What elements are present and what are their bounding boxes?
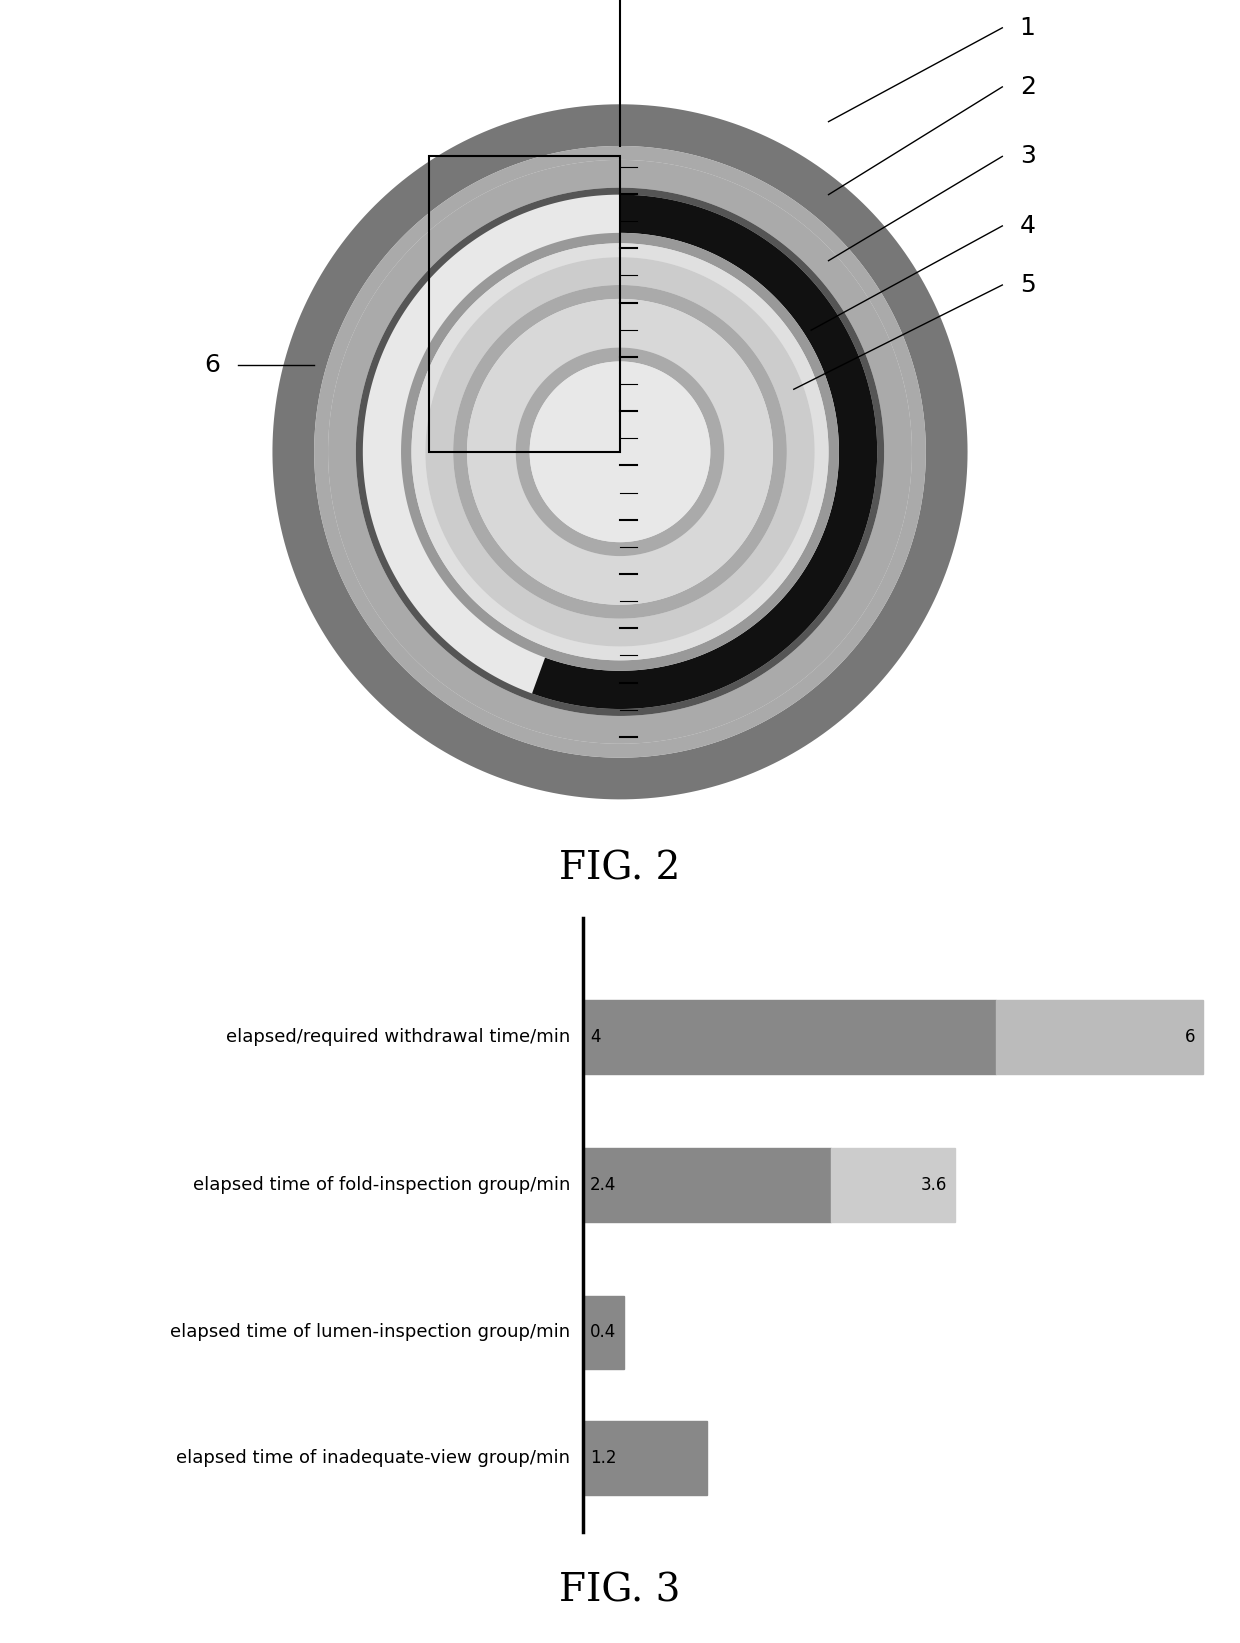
Text: 4: 4 (590, 1029, 600, 1045)
Bar (583, 999, 996, 1075)
Text: 0.4: 0.4 (590, 1324, 616, 1341)
Text: FIG. 2: FIG. 2 (559, 851, 681, 887)
Polygon shape (401, 233, 839, 670)
Text: elapsed time of fold-inspection group/min: elapsed time of fold-inspection group/mi… (193, 1176, 570, 1193)
Bar (583, 1295, 624, 1370)
Polygon shape (467, 299, 773, 605)
Text: 3.6: 3.6 (921, 1176, 947, 1193)
Polygon shape (453, 284, 787, 619)
Text: 6: 6 (1185, 1029, 1195, 1045)
Text: 2.4: 2.4 (590, 1176, 616, 1193)
Text: elapsed time of lumen-inspection group/min: elapsed time of lumen-inspection group/m… (170, 1324, 570, 1341)
Text: elapsed/required withdrawal time/min: elapsed/required withdrawal time/min (226, 1029, 570, 1045)
Bar (583, 1147, 831, 1222)
Bar (831, 1147, 955, 1222)
Polygon shape (314, 146, 926, 757)
Text: elapsed time of inadequate-view group/min: elapsed time of inadequate-view group/mi… (176, 1449, 570, 1467)
Polygon shape (529, 361, 711, 542)
Text: FIG. 3: FIG. 3 (559, 1572, 681, 1610)
Bar (429, 156, 620, 452)
Polygon shape (329, 159, 911, 744)
Text: 4: 4 (1019, 214, 1035, 238)
Polygon shape (314, 146, 926, 757)
Text: 1.2: 1.2 (590, 1449, 616, 1467)
Polygon shape (273, 104, 967, 800)
Text: 1: 1 (1019, 16, 1035, 39)
Polygon shape (425, 258, 815, 646)
Text: 3: 3 (1019, 145, 1035, 168)
Polygon shape (532, 194, 877, 710)
Polygon shape (412, 243, 828, 660)
Bar (583, 1421, 707, 1495)
Text: 6: 6 (205, 353, 221, 376)
Polygon shape (356, 187, 884, 716)
Polygon shape (516, 348, 724, 555)
Text: 5: 5 (1019, 273, 1035, 297)
Text: 2: 2 (1019, 76, 1035, 99)
Bar (996, 999, 1203, 1075)
